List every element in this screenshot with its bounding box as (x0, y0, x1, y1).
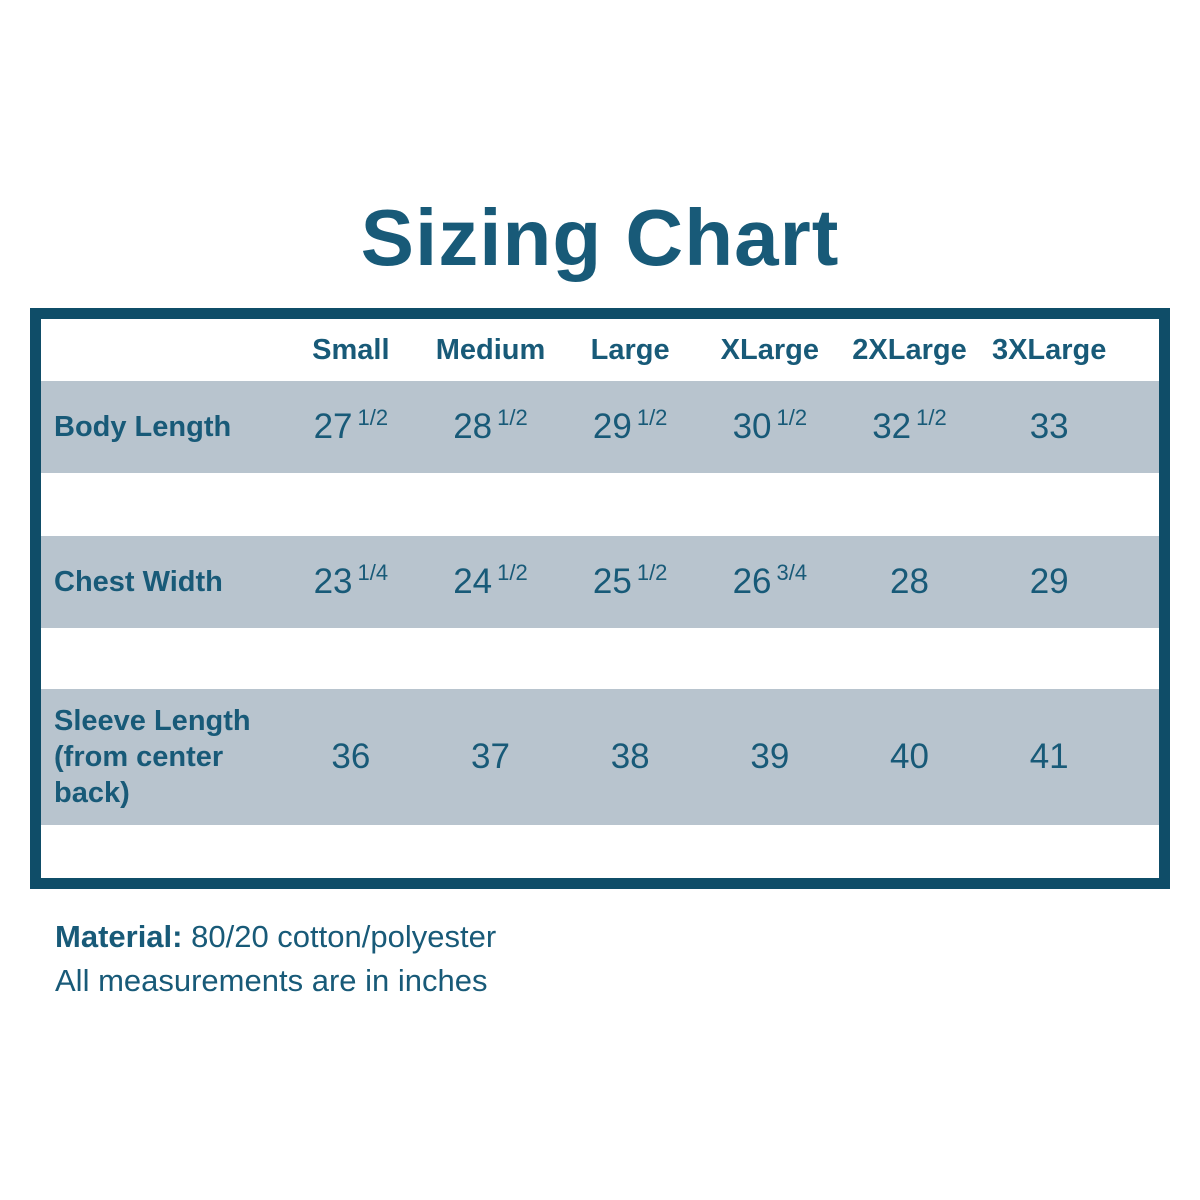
cell-sleeve-length-2xlarge: 40 (890, 737, 929, 776)
column-header-3xlarge: 3XLarge (991, 333, 1107, 366)
cell-chest-width-xlarge: 26 3/4 (732, 560, 808, 601)
material-line: Material: 80/20 cotton/polyester (55, 915, 1200, 959)
cell-chest-width-3xlarge: 29 (1029, 562, 1069, 601)
cell-sleeve-length-small: 36 (331, 737, 371, 776)
measurements-note: All measurements are in inches (55, 963, 488, 998)
footer: Material: 80/20 cotton/polyester All mea… (55, 915, 1200, 1003)
cell-sleeve-length-3xlarge: 41 (1029, 737, 1069, 776)
column-header-small: Small (312, 333, 390, 366)
row-label-sleeve-length: Sleeve Length (from center back) (54, 705, 251, 809)
column-header-xlarge: XLarge (720, 333, 819, 366)
cell-sleeve-length-medium: 37 (471, 737, 510, 776)
row-spacer (41, 628, 1159, 689)
column-header-2xlarge: 2XLarge (852, 333, 967, 366)
cell-body-length-medium: 28 1/2 (453, 405, 528, 446)
table-row-chest-width: Chest Width 23 1/4 24 1/2 25 1/2 26 3/4 28 2… (41, 536, 1159, 628)
column-header-large: Large (590, 333, 670, 366)
cell-chest-width-large: 25 1/2 (592, 560, 668, 601)
cell-sleeve-length-xlarge: 39 (750, 737, 790, 776)
row-label-chest-width: Chest Width (54, 566, 223, 598)
table-row-sleeve-length: Sleeve Length (from center back) 36 37 3… (41, 689, 1159, 825)
material-label: Material: (55, 919, 183, 954)
sizing-table: Small Medium Large XLarge 2XLarge 3XLarg… (30, 308, 1170, 889)
table-row-body-length: Body Length 27 1/2 28 1/2 29 1/2 30 1/2 32 1/… (41, 381, 1159, 473)
table-header-row: Small Medium Large XLarge 2XLarge 3XLarg… (41, 319, 1159, 381)
cell-sleeve-length-large: 38 (610, 737, 650, 776)
cell-chest-width-2xlarge: 28 (890, 562, 929, 601)
cell-chest-width-medium: 24 1/2 (453, 560, 528, 601)
column-header-medium: Medium (435, 333, 546, 366)
material-value: 80/20 cotton/polyester (191, 919, 497, 954)
cell-body-length-xlarge: 30 1/2 (732, 405, 808, 446)
cell-chest-width-small: 23 1/4 (313, 560, 389, 601)
cell-body-length-3xlarge: 33 (1029, 407, 1069, 446)
cell-body-length-small: 27 1/2 (313, 405, 389, 446)
row-label-body-length: Body Length (54, 411, 232, 443)
cell-body-length-2xlarge: 32 1/2 (872, 405, 947, 446)
row-spacer (41, 473, 1159, 536)
cell-body-length-large: 29 1/2 (592, 405, 668, 446)
page-title: Sizing Chart (360, 193, 840, 282)
